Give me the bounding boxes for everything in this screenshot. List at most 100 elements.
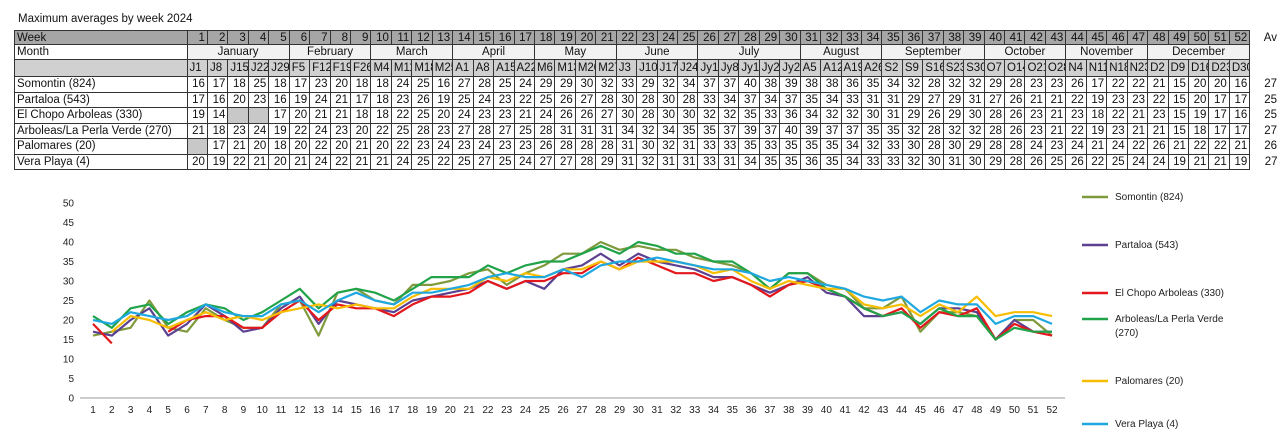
value-cell: 24 bbox=[1065, 138, 1087, 155]
value-cell: 28 bbox=[983, 138, 1006, 155]
y-tick-label: 0 bbox=[68, 394, 74, 405]
value-cell: 27 bbox=[533, 153, 556, 170]
week-number: 40 bbox=[983, 30, 1006, 45]
y-tick-label: 45 bbox=[63, 218, 75, 229]
value-cell: 22 bbox=[1065, 91, 1087, 108]
value-cell: 23 bbox=[452, 138, 474, 155]
value-cell: 35 bbox=[820, 153, 842, 170]
value-cell: 33 bbox=[881, 138, 903, 155]
y-tick-label: 30 bbox=[63, 277, 75, 288]
week-number: 16 bbox=[493, 30, 515, 45]
value-cell: 19 bbox=[268, 122, 290, 139]
value-cell: 28 bbox=[983, 122, 1006, 139]
value-cell: 35 bbox=[779, 153, 801, 170]
value-cell: 17 bbox=[268, 107, 290, 124]
x-tick-label: 15 bbox=[351, 405, 363, 416]
x-tick-label: 24 bbox=[520, 405, 532, 416]
value-cell: 32 bbox=[656, 138, 679, 155]
value-cell: 32 bbox=[860, 138, 883, 155]
value-cell: 19 bbox=[1085, 122, 1108, 139]
week-number: 37 bbox=[922, 30, 944, 45]
x-tick-label: 8 bbox=[222, 405, 228, 416]
week-number: 9 bbox=[349, 30, 372, 45]
date-code: S16 bbox=[922, 59, 944, 77]
series-line bbox=[92, 256, 1053, 325]
week-number: 10 bbox=[370, 30, 392, 45]
week-number: 12 bbox=[411, 30, 433, 45]
average-value: 26 bbox=[1249, 138, 1280, 154]
value-cell: 18 bbox=[349, 76, 372, 93]
value-cell: 26 bbox=[574, 107, 597, 124]
value-cell: 21 bbox=[247, 153, 270, 170]
x-tick-label: 33 bbox=[689, 405, 701, 416]
value-cell: 31 bbox=[615, 153, 638, 170]
value-cell: 32 bbox=[636, 153, 658, 170]
value-cell: 20 bbox=[370, 138, 392, 155]
x-tick-label: 38 bbox=[783, 405, 795, 416]
table-row: Vera Playa (4) 20 19 22 21 20 21 24 22 21 21 24 25 22… bbox=[14, 153, 1280, 170]
date-code: J10 bbox=[636, 59, 658, 77]
month-name: August bbox=[799, 44, 883, 60]
value-cell: 33 bbox=[758, 138, 781, 155]
date-code: Jy8 bbox=[717, 59, 740, 77]
date-code: J1 bbox=[186, 59, 208, 77]
value-cell: 24 bbox=[390, 76, 413, 93]
x-tick-label: 3 bbox=[128, 405, 134, 416]
value-cell: 23 bbox=[493, 138, 515, 155]
value-cell: 21 bbox=[370, 153, 392, 170]
month-name: October bbox=[983, 44, 1067, 60]
value-cell: 21 bbox=[1147, 76, 1169, 93]
value-cell: 28 bbox=[676, 91, 699, 108]
value-cell: 19 bbox=[288, 91, 311, 108]
value-cell: 21 bbox=[513, 107, 535, 124]
value-cell: 28 bbox=[636, 107, 658, 124]
value-cell: 22 bbox=[288, 122, 311, 139]
value-cell: 31 bbox=[574, 122, 597, 139]
week-number: 46 bbox=[1106, 30, 1128, 45]
value-cell: 35 bbox=[676, 122, 699, 139]
value-cell: 26 bbox=[411, 91, 433, 108]
value-cell: 30 bbox=[615, 107, 638, 124]
date-code: M4 bbox=[370, 59, 392, 77]
week-number: 47 bbox=[1126, 30, 1149, 45]
value-cell: 22 bbox=[1147, 91, 1169, 108]
x-tick-label: 5 bbox=[165, 405, 171, 416]
date-code: A15 bbox=[493, 59, 515, 77]
value-cell: 35 bbox=[697, 122, 719, 139]
value-cell: 23 bbox=[309, 76, 331, 93]
month-name: December bbox=[1147, 44, 1251, 60]
value-cell: 24 bbox=[1106, 138, 1128, 155]
value-cell: 32 bbox=[717, 107, 740, 124]
value-cell: 27 bbox=[574, 91, 597, 108]
date-code: O28 bbox=[1044, 59, 1067, 77]
x-tick-label: 17 bbox=[388, 405, 400, 416]
value-cell: 31 bbox=[595, 122, 617, 139]
value-cell: 25 bbox=[390, 122, 413, 139]
value-cell: 35 bbox=[799, 91, 822, 108]
value-cell: 25 bbox=[411, 76, 433, 93]
value-cell: 29 bbox=[942, 91, 965, 108]
value-cell: 23 bbox=[431, 122, 454, 139]
table-row: Somontin (824) 16 17 18 25 18 17 23 20 18 18 24 25 16… bbox=[14, 76, 1280, 93]
x-tick-label: 14 bbox=[332, 405, 344, 416]
value-cell: 20 bbox=[268, 153, 290, 170]
value-cell: 32 bbox=[697, 107, 719, 124]
value-cell: 29 bbox=[533, 76, 556, 93]
week-number: 20 bbox=[574, 30, 597, 45]
value-cell: 20 bbox=[288, 107, 311, 124]
average-value: 27 bbox=[1249, 123, 1280, 139]
week-number: 18 bbox=[533, 30, 556, 45]
value-cell: 27 bbox=[595, 107, 617, 124]
value-cell: 27 bbox=[452, 122, 474, 139]
value-cell: 27 bbox=[493, 122, 515, 139]
week-number: 24 bbox=[656, 30, 679, 45]
value-cell: 19 bbox=[1167, 153, 1189, 170]
value-cell: 30 bbox=[676, 107, 699, 124]
week-number: 35 bbox=[881, 30, 903, 45]
value-cell: 23 bbox=[411, 138, 433, 155]
value-cell: 25 bbox=[452, 153, 474, 170]
series-line bbox=[111, 260, 1053, 333]
value-cell: 19 bbox=[186, 107, 208, 124]
value-cell: 24 bbox=[513, 76, 535, 93]
value-cell: 17 bbox=[1208, 107, 1230, 124]
